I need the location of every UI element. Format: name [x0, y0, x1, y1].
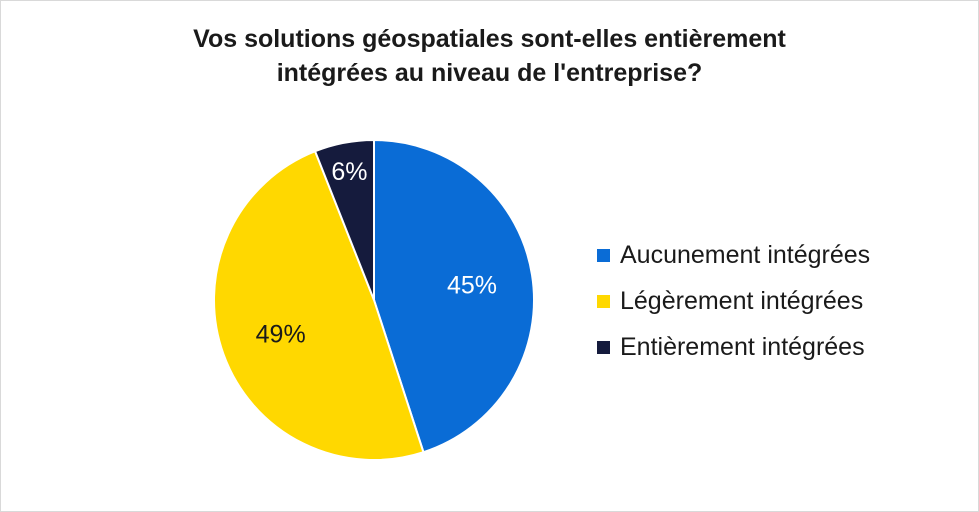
- legend-label-legerement: Légèrement intégrées: [620, 286, 864, 315]
- legend-swatch-legerement: [597, 294, 610, 308]
- chart-title-line-2: intégrées au niveau de l'entreprise?: [276, 59, 703, 87]
- legend: Aucunement intégrées Légèrement intégrée…: [597, 232, 870, 370]
- data-label-legerement: 49%: [256, 321, 306, 349]
- legend-swatch-aucunement: [597, 248, 610, 262]
- legend-swatch-entierement: [597, 340, 610, 354]
- legend-label-entierement: Entièrement intégrées: [620, 332, 865, 361]
- data-label-aucunement: 45%: [447, 271, 497, 299]
- legend-item-aucunement: Aucunement intégrées: [597, 232, 870, 278]
- data-label-entierement: 6%: [331, 158, 367, 186]
- legend-item-entierement: Entièrement intégrées: [597, 324, 870, 370]
- legend-label-aucunement: Aucunement intégrées: [620, 240, 871, 269]
- pie-slice-entierement: [313, 138, 375, 301]
- legend-item-legerement: Légèrement intégrées: [597, 278, 870, 324]
- chart-title-line-1: Vos solutions géospatiales sont-elles en…: [193, 25, 786, 53]
- pie-slice-aucunement: [373, 138, 535, 454]
- pie-slice-legerement: [213, 149, 425, 461]
